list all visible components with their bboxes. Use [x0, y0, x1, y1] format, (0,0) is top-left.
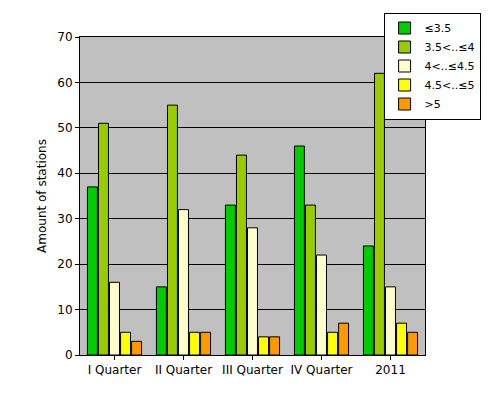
- svg-text:10: 10: [57, 303, 72, 317]
- svg-text:II Quarter: II Quarter: [155, 363, 212, 377]
- svg-text:III Quarter: III Quarter: [222, 363, 283, 377]
- svg-text:Amount of stations: Amount of stations: [35, 139, 49, 253]
- svg-text:>5: >5: [425, 98, 441, 111]
- svg-text:IV Quarter: IV Quarter: [291, 363, 353, 377]
- svg-text:60: 60: [57, 76, 72, 90]
- svg-text:20: 20: [57, 257, 72, 271]
- svg-text:≤3.5: ≤3.5: [425, 22, 452, 35]
- svg-text:I Quarter: I Quarter: [88, 363, 142, 377]
- svg-text:70: 70: [57, 30, 72, 44]
- svg-text:2011: 2011: [375, 363, 406, 377]
- svg-text:40: 40: [57, 166, 72, 180]
- svg-text:0: 0: [65, 348, 73, 362]
- svg-text:30: 30: [57, 212, 72, 226]
- svg-text:4.5<..≤5: 4.5<..≤5: [425, 79, 475, 92]
- svg-text:50: 50: [57, 121, 72, 135]
- svg-text:4<..≤4.5: 4<..≤4.5: [425, 60, 475, 73]
- svg-text:3.5<..≤4: 3.5<..≤4: [425, 41, 475, 54]
